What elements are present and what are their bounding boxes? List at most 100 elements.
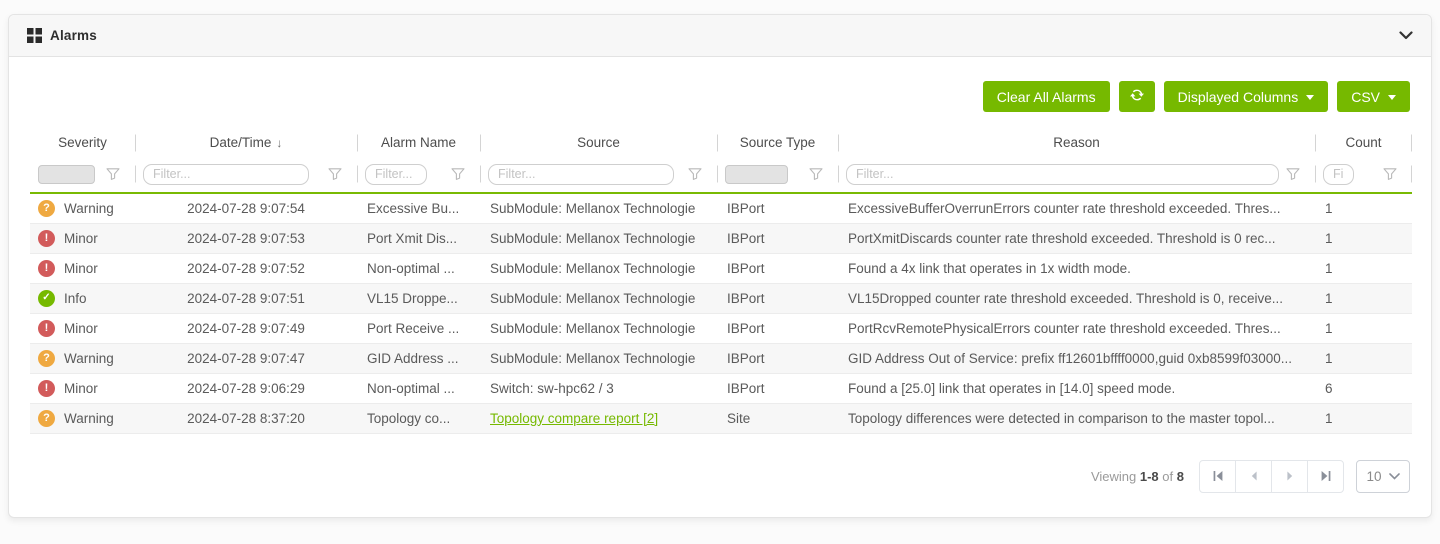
clear-all-alarms-label: Clear All Alarms (996, 88, 1096, 105)
viewing-range: 1-8 (1139, 468, 1159, 484)
severity-filter-select[interactable] (38, 164, 95, 184)
table-row[interactable]: Minor 2024-07-28 9:07:49 Port Receive ..… (30, 313, 1412, 344)
table-row[interactable]: Minor 2024-07-28 9:07:52 Non-optimal ...… (30, 253, 1412, 284)
refresh-button[interactable] (1118, 81, 1155, 112)
first-page-button[interactable] (1199, 459, 1236, 493)
source-cell: SubModule: Mellanox Technologie (490, 320, 696, 336)
last-page-button[interactable] (1307, 459, 1344, 493)
dropdown-caret-icon (1306, 95, 1315, 100)
reason-cell: Found a [25.0] link that operates in [14… (838, 373, 1315, 404)
reason-cell: ExcessiveBufferOverrunErrors counter rat… (838, 193, 1315, 224)
source-type-filter-select[interactable] (725, 164, 788, 184)
severity-label: Minor (64, 260, 98, 276)
csv-label: CSV (1351, 88, 1380, 105)
source-type-cell: IBPort (717, 373, 838, 404)
column-header-reason[interactable]: Reason (838, 129, 1315, 156)
alarm-name-filter-input[interactable] (365, 163, 427, 185)
reason-filter-input[interactable] (846, 163, 1279, 185)
displayed-columns-label: Displayed Columns (1177, 88, 1299, 105)
datetime-cell: 2024-07-28 9:07:49 (135, 313, 357, 344)
severity-icon (38, 349, 55, 367)
table-row[interactable]: Warning 2024-07-28 9:07:47 GID Address .… (30, 343, 1412, 374)
column-header-alarm-name[interactable]: Alarm Name (357, 129, 480, 156)
datetime-cell: 2024-07-28 9:06:29 (135, 373, 357, 404)
table-row[interactable]: Minor 2024-07-28 9:06:29 Non-optimal ...… (30, 373, 1412, 404)
datetime-filter-input[interactable] (143, 163, 309, 185)
severity-icon (38, 319, 55, 337)
filter-funnel-icon[interactable] (106, 167, 120, 181)
alarms-panel-body: Clear All Alarms Displayed Columns CSV S… (9, 57, 1431, 517)
column-header-source[interactable]: Source (480, 129, 717, 156)
grid-icon (27, 28, 42, 43)
count-cell: 1 (1315, 283, 1412, 314)
source-filter-input[interactable] (488, 163, 674, 185)
reason-cell: PortRcvRemotePhysicalErrors counter rate… (838, 313, 1315, 344)
datetime-cell: 2024-07-28 8:37:20 (135, 403, 357, 434)
page-size-value: 10 (1366, 468, 1382, 484)
sort-descending-icon: ↓ (276, 136, 283, 150)
severity-label: Warning (64, 410, 114, 426)
severity-icon (38, 289, 55, 307)
source-type-cell: IBPort (717, 313, 838, 344)
source-link[interactable]: Topology compare report [2] (490, 410, 659, 426)
table-row[interactable]: Warning 2024-07-28 8:37:20 Topology co..… (30, 403, 1412, 434)
page-size-select[interactable]: 10 (1356, 459, 1410, 493)
alarm-name-cell: Excessive Bu... (357, 193, 480, 224)
filter-row (30, 156, 1412, 194)
alarm-name-cell: Non-optimal ... (357, 373, 480, 404)
filter-funnel-icon[interactable] (451, 167, 465, 181)
filter-funnel-icon[interactable] (1286, 167, 1300, 181)
severity-label: Minor (64, 320, 98, 336)
reason-cell: Topology differences were detected in co… (838, 403, 1315, 434)
filter-funnel-icon[interactable] (688, 167, 702, 181)
column-header-count[interactable]: Count (1315, 129, 1412, 156)
severity-label: Info (64, 290, 87, 306)
filter-funnel-icon[interactable] (328, 167, 342, 181)
next-page-button[interactable] (1271, 459, 1308, 493)
count-filter-input[interactable] (1323, 163, 1354, 185)
severity-icon (38, 259, 55, 277)
source-cell: SubModule: Mellanox Technologie (490, 290, 696, 306)
source-cell: SubModule: Mellanox Technologie (490, 230, 696, 246)
clear-all-alarms-button[interactable]: Clear All Alarms (982, 81, 1110, 112)
filter-funnel-icon[interactable] (1383, 167, 1397, 181)
severity-label: Warning (64, 200, 114, 216)
datetime-cell: 2024-07-28 9:07:52 (135, 253, 357, 284)
datetime-cell: 2024-07-28 9:07:53 (135, 223, 357, 254)
alarms-panel-header[interactable]: Alarms (9, 15, 1431, 57)
csv-button[interactable]: CSV (1337, 81, 1410, 112)
column-header-severity[interactable]: Severity (58, 135, 107, 150)
alarms-panel: Alarms Clear All Alarms Displayed Column… (8, 14, 1432, 518)
severity-icon (38, 229, 55, 247)
reason-cell: GID Address Out of Service: prefix ff126… (838, 343, 1315, 374)
table-row[interactable]: Info 2024-07-28 9:07:51 VL15 Droppe... S… (30, 283, 1412, 314)
alarm-name-cell: Topology co... (357, 403, 480, 434)
column-header-source-type[interactable]: Source Type (717, 129, 838, 156)
source-type-cell: IBPort (717, 283, 838, 314)
column-header-datetime[interactable]: Date/Time ↓ (135, 129, 357, 156)
count-cell: 1 (1315, 343, 1412, 374)
panel-title: Alarms (50, 28, 97, 43)
refresh-icon (1129, 87, 1145, 106)
severity-label: Warning (64, 350, 114, 366)
table-row[interactable]: Minor 2024-07-28 9:07:53 Port Xmit Dis..… (30, 223, 1412, 254)
table-row[interactable]: Warning 2024-07-28 9:07:54 Excessive Bu.… (30, 193, 1412, 224)
previous-page-button[interactable] (1235, 459, 1272, 493)
severity-label: Minor (64, 380, 98, 396)
pager-buttons (1199, 459, 1344, 493)
alarm-name-cell: Non-optimal ... (357, 253, 480, 284)
datetime-cell: 2024-07-28 9:07:47 (135, 343, 357, 374)
source-type-cell: IBPort (717, 223, 838, 254)
reason-cell: PortXmitDiscards counter rate threshold … (838, 223, 1315, 254)
source-type-cell: IBPort (717, 253, 838, 284)
viewing-status: Viewing 1-8 of 8 (1090, 468, 1184, 484)
severity-label: Minor (64, 230, 98, 246)
filter-funnel-icon[interactable] (809, 167, 823, 181)
count-cell: 1 (1315, 253, 1412, 284)
collapse-chevron-down-icon[interactable] (1399, 31, 1413, 40)
alarm-name-cell: GID Address ... (357, 343, 480, 374)
alarm-name-cell: Port Xmit Dis... (357, 223, 480, 254)
displayed-columns-button[interactable]: Displayed Columns (1163, 81, 1329, 112)
source-cell: SubModule: Mellanox Technologie (490, 260, 696, 276)
pagination: Viewing 1-8 of 8 10 (30, 459, 1410, 493)
